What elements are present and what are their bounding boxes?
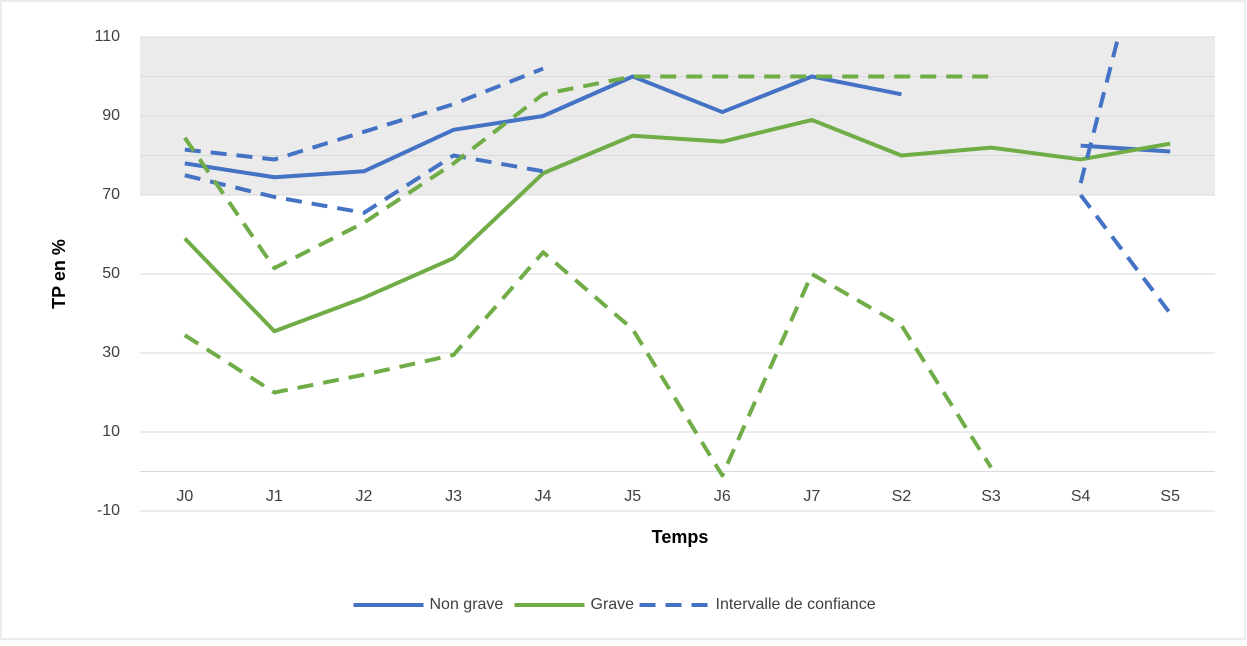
y-tick-label: 70: [102, 186, 120, 203]
x-axis-title: Temps: [652, 527, 709, 547]
x-tick-label: S5: [1160, 488, 1180, 505]
x-tick-label: J6: [714, 488, 731, 505]
y-tick-label: -10: [97, 502, 120, 519]
x-tick-label: J5: [624, 488, 641, 505]
x-tick-label: S4: [1071, 488, 1091, 505]
x-tick-label: J2: [356, 488, 373, 505]
x-tick-label: J1: [266, 488, 283, 505]
x-tick-label: J0: [176, 488, 193, 505]
y-tick-label: 90: [102, 107, 120, 124]
x-tick-label: J4: [535, 488, 552, 505]
series-line: [183, 117, 1171, 334]
series-line: [184, 37, 1121, 184]
series-line: [183, 74, 992, 271]
x-tick-label: J3: [445, 488, 462, 505]
x-tick-label: S3: [981, 488, 1001, 505]
plot-area: [183, 37, 1172, 478]
legend-label: Grave: [591, 596, 635, 613]
legend-label: Intervalle de confiance: [716, 596, 876, 613]
legend-label: Non grave: [430, 596, 504, 613]
y-axis-title: TP en %: [49, 239, 69, 309]
y-tick-label: 110: [94, 28, 120, 45]
y-tick-label: 10: [102, 423, 120, 440]
series-line: [184, 74, 1171, 180]
series-line: [184, 153, 1172, 315]
y-tick-label: 50: [102, 265, 120, 282]
y-tick-label: 30: [102, 344, 120, 361]
x-tick-label: J7: [803, 488, 820, 505]
x-tick-label: S2: [892, 488, 912, 505]
